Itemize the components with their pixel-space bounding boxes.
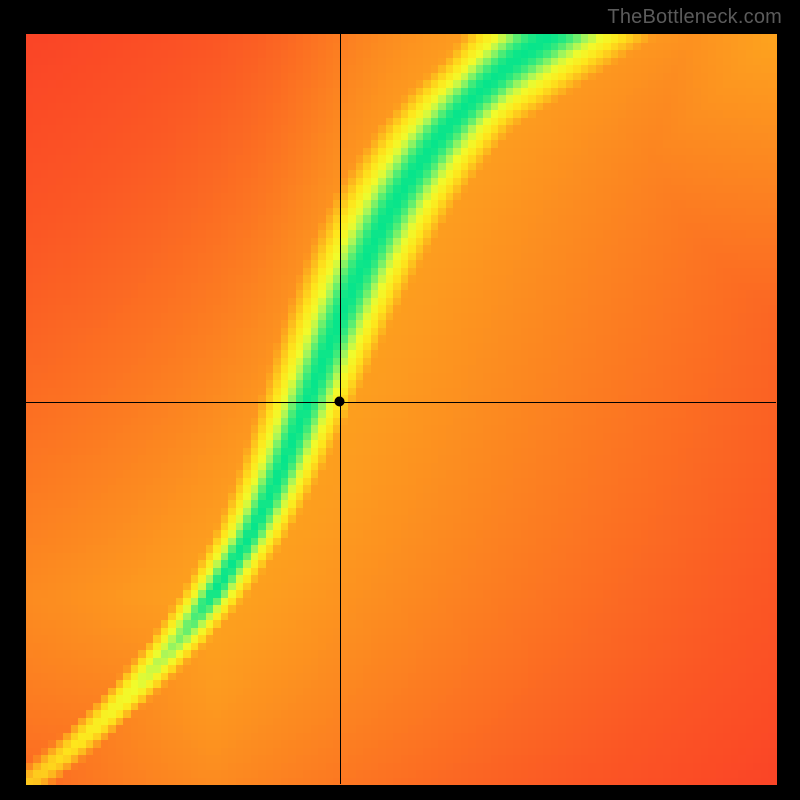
watermark-text: TheBottleneck.com (607, 6, 782, 29)
bottleneck-heatmap (0, 0, 800, 800)
chart-frame: { "meta": { "watermark_text": "TheBottle… (0, 0, 800, 800)
